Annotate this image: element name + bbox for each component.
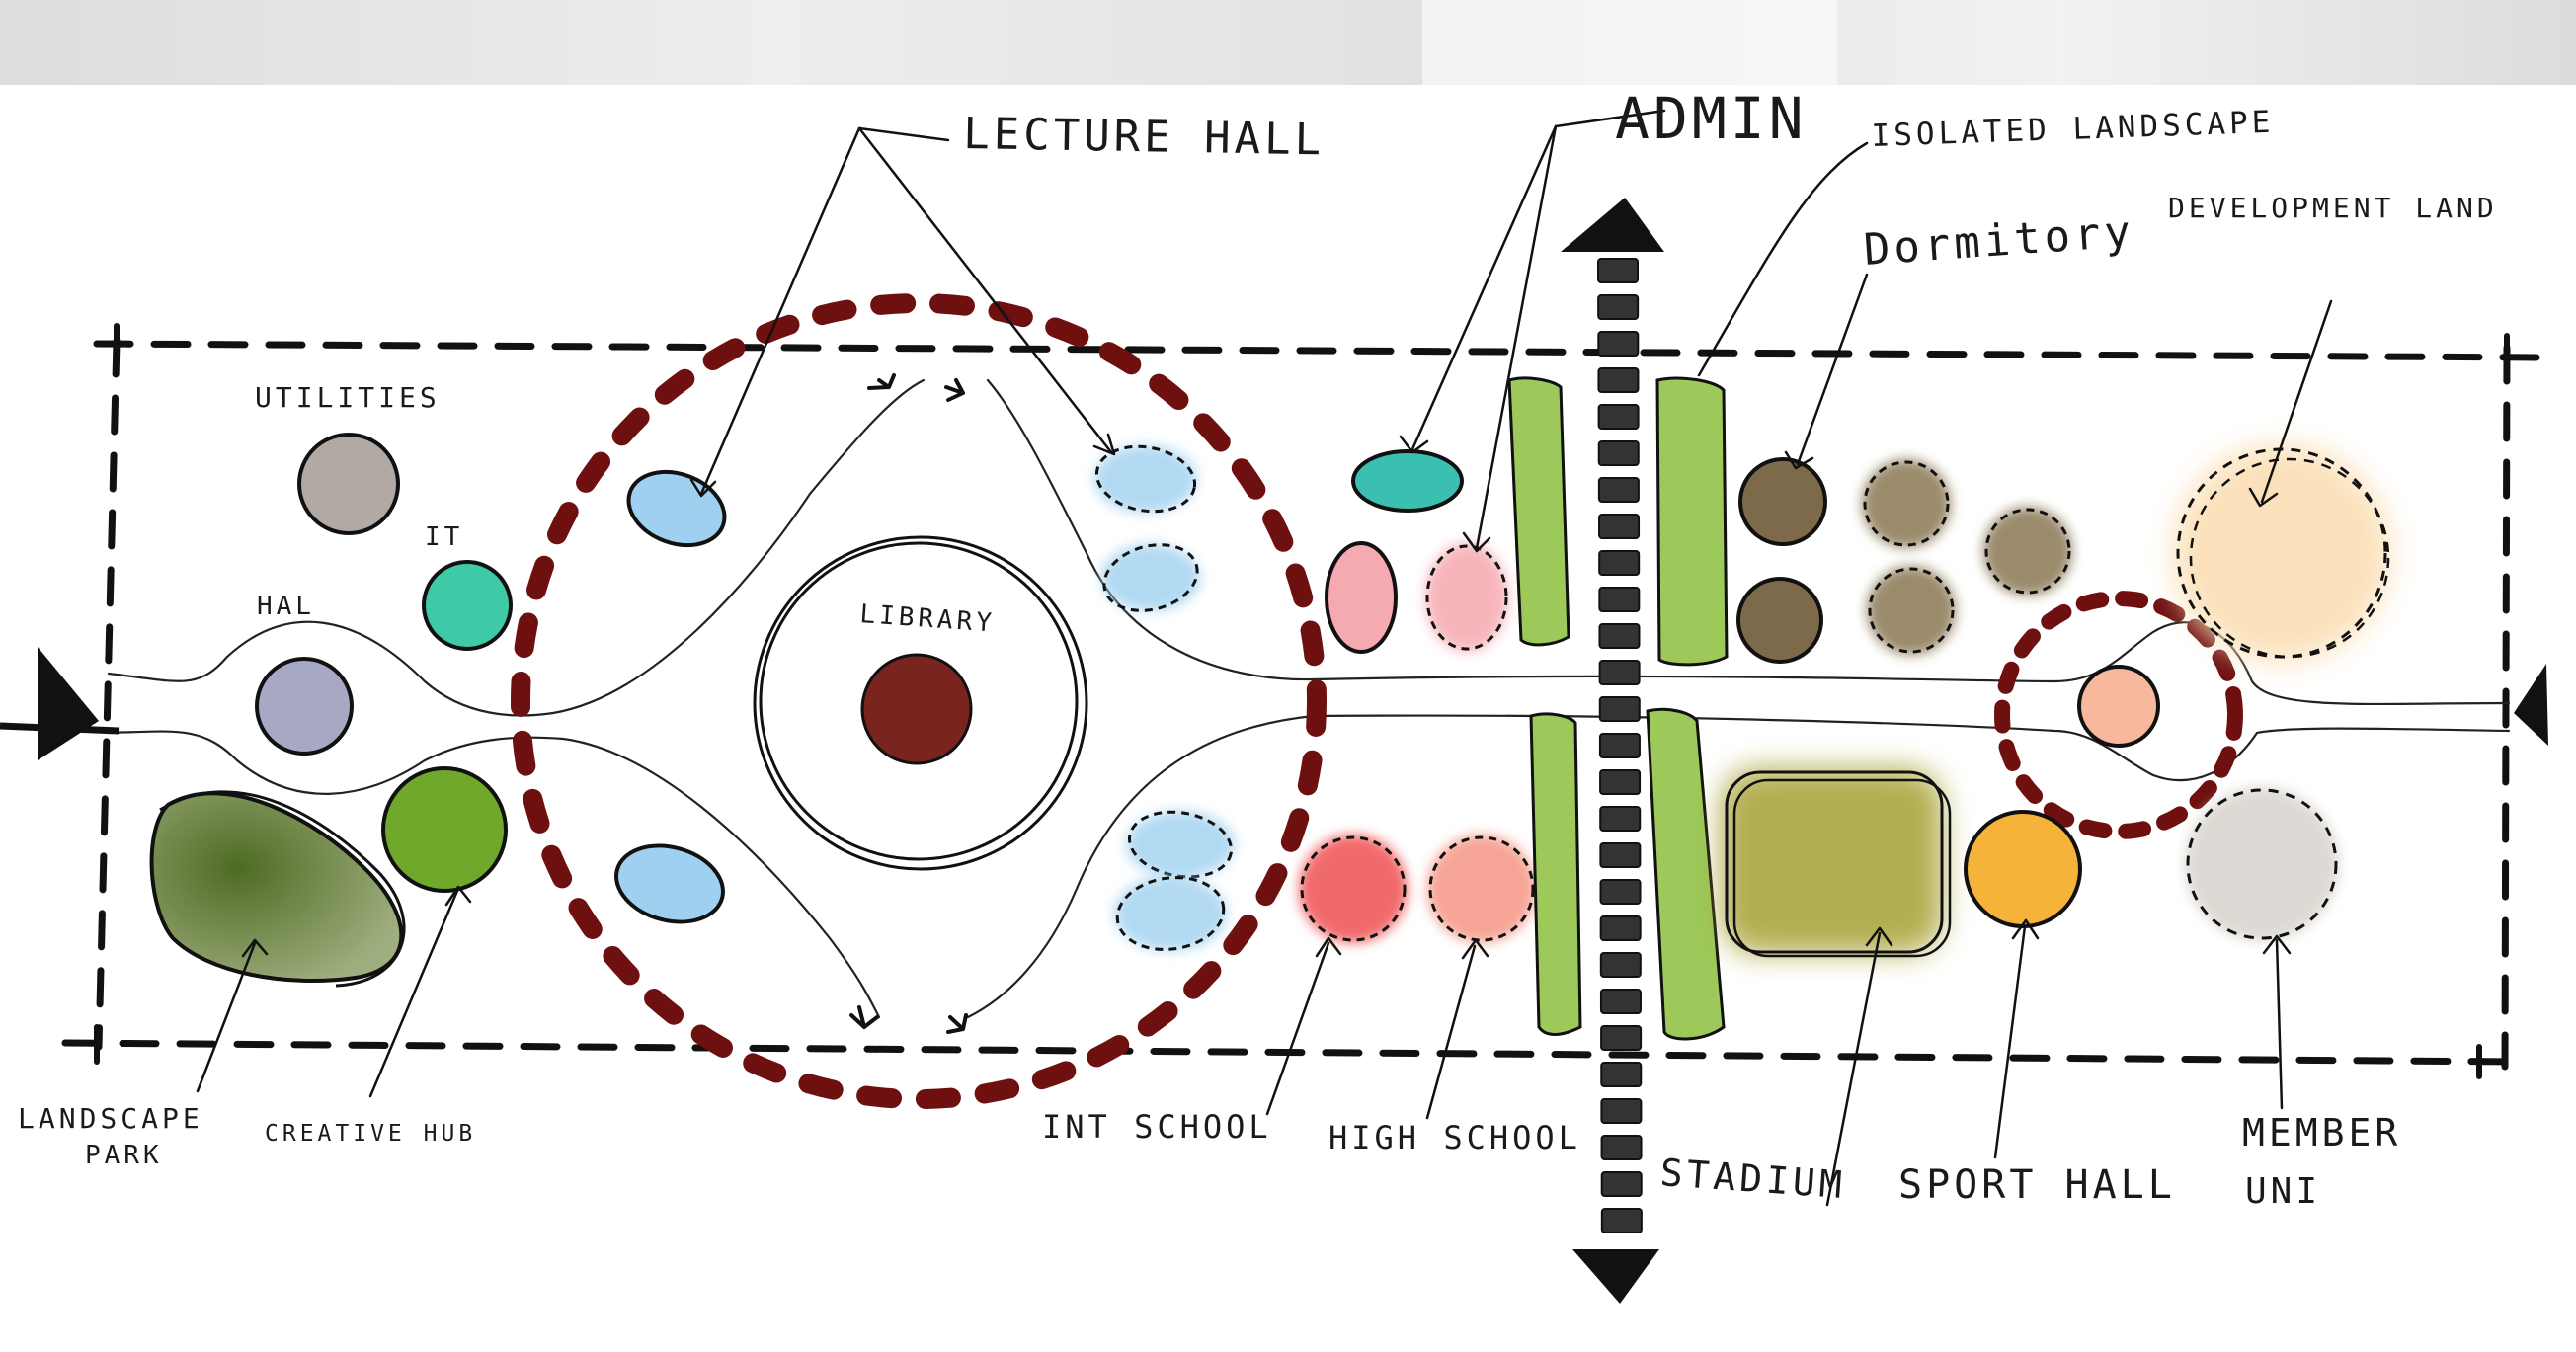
north-south-axis xyxy=(1561,198,1664,1304)
aerial-photo-strip xyxy=(0,0,2576,85)
label-landscape-park-line2: PARK xyxy=(85,1141,163,1170)
sport-hall-building xyxy=(1964,810,2082,928)
isolated-landscape-strips xyxy=(1507,376,1729,1041)
arrow-down-icon xyxy=(1572,1249,1659,1304)
axis-dash xyxy=(1599,989,1642,1014)
axis-dash xyxy=(1598,550,1641,576)
axis-dash xyxy=(1599,842,1642,868)
hub-node xyxy=(2077,665,2160,748)
label-development-land: DEVELOPMENT LAND xyxy=(2168,192,2498,224)
label-member-uni-line1: MEMBER xyxy=(2242,1111,2401,1154)
axis-dash xyxy=(1597,258,1639,283)
axis-dash xyxy=(1597,477,1640,503)
landscape-park-area xyxy=(149,791,404,984)
label-dormitory: Dormitory xyxy=(1862,206,2135,276)
hal-building xyxy=(255,657,354,756)
utilities-building xyxy=(297,433,400,535)
labels: LECTURE HALL ADMIN ISOLATED LANDSCAPE DE… xyxy=(18,85,2498,1212)
label-int-school: INT SCHOOL xyxy=(1042,1108,1272,1146)
axis-dash xyxy=(1600,1171,1643,1197)
it-building xyxy=(422,560,513,651)
axis-dash xyxy=(1597,331,1640,357)
central-focus-ring xyxy=(511,293,1327,1109)
axis-dash xyxy=(1599,769,1642,795)
axis-dash xyxy=(1599,952,1642,978)
axis-dash xyxy=(1600,1025,1643,1051)
high-school-building xyxy=(1427,835,1536,943)
axis-dash xyxy=(1597,294,1640,320)
lecture-halls xyxy=(614,444,1235,951)
axis-dash xyxy=(1599,915,1642,941)
axis-dash xyxy=(1600,1098,1643,1124)
label-admin: ADMIN xyxy=(1615,85,1808,152)
axis-dash xyxy=(1598,587,1641,612)
axis-dash xyxy=(1600,1062,1643,1087)
axis-dash xyxy=(1598,733,1641,758)
library-building xyxy=(860,653,973,765)
axis-dash xyxy=(1597,440,1640,466)
axis-dash xyxy=(1597,404,1640,430)
library-zone xyxy=(753,535,1088,871)
label-lecture-hall: LECTURE HALL xyxy=(963,109,1326,165)
west-zone xyxy=(149,433,513,988)
axis-dash xyxy=(1598,660,1641,685)
east-focus-ring xyxy=(1994,591,2243,839)
label-high-school: HIGH SCHOOL xyxy=(1328,1119,1581,1156)
arrow-right-icon xyxy=(2514,664,2548,746)
axis-dash xyxy=(1599,806,1642,832)
axis-dash xyxy=(1598,514,1641,539)
axis-dash xyxy=(1600,1135,1643,1160)
stadium-area xyxy=(1721,768,1943,954)
label-landscape-park-line1: LANDSCAPE xyxy=(18,1102,203,1135)
creative-hub-building xyxy=(381,766,508,893)
east-zone xyxy=(1721,444,2390,958)
site-boundary xyxy=(61,337,2550,1071)
label-it: IT xyxy=(425,522,463,552)
admin-building xyxy=(1351,449,1464,513)
label-creative-hub: CREATIVE HUB xyxy=(265,1121,476,1147)
label-utilities: UTILITIES xyxy=(255,381,441,414)
int-school-building xyxy=(1299,835,1408,943)
label-library: LIBRARY xyxy=(859,599,997,639)
label-isolated-landscape: ISOLATED LANDSCAPE xyxy=(1871,105,2275,154)
axis-dash xyxy=(1600,1208,1643,1233)
label-sport-hall: SPORT HALL xyxy=(1898,1162,2176,1208)
central-east-buildings xyxy=(1299,449,1536,943)
axis-dash xyxy=(1598,696,1641,722)
development-land-area xyxy=(2173,444,2390,662)
dormitory-building xyxy=(1738,457,1827,546)
label-member-uni-line2: UNI xyxy=(2245,1171,2321,1212)
arrow-up-icon xyxy=(1561,198,1664,252)
member-uni-area xyxy=(2185,787,2339,941)
label-stadium: STADIUM xyxy=(1658,1151,1847,1207)
axis-dash xyxy=(1597,367,1640,393)
axis-dash xyxy=(1598,623,1641,649)
arrow-left-icon xyxy=(38,647,99,760)
axis-dash xyxy=(1599,879,1642,905)
leader-lines xyxy=(196,109,2333,1207)
label-hal: HAL xyxy=(257,592,315,621)
